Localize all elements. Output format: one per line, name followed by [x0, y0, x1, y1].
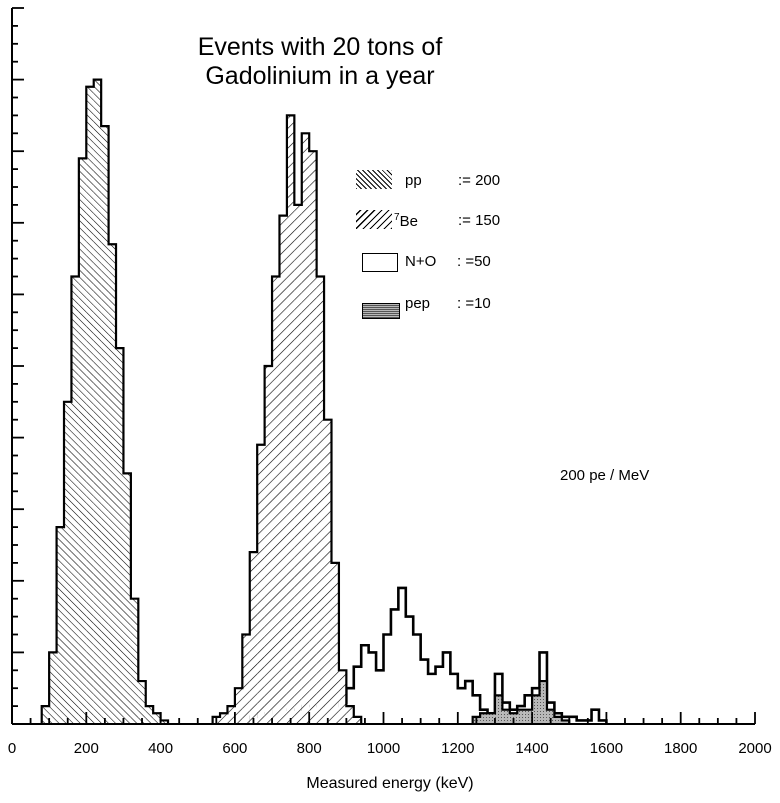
bar-7be	[324, 420, 331, 724]
bar-pp	[86, 87, 93, 724]
legend-label-7be-text: Be	[400, 213, 418, 230]
x-tick-label: 2000	[738, 740, 771, 757]
bar-7be	[287, 115, 294, 724]
bar-pep	[480, 713, 487, 724]
bar-7be	[279, 216, 286, 724]
legend-label-pep: pep	[405, 295, 430, 312]
bar-pep	[488, 713, 495, 724]
bar-7be	[227, 706, 234, 724]
x-tick-label: 400	[148, 740, 173, 757]
x-tick-label: 0	[8, 740, 16, 757]
legend-swatch-n-o	[362, 253, 398, 272]
bar-7be	[302, 133, 309, 724]
bar-pep	[525, 710, 532, 724]
bar-pp	[146, 706, 153, 724]
scale-annotation: 200 pe / MeV	[560, 467, 649, 484]
legend-swatch-7be	[356, 210, 392, 229]
x-tick-label: 1400	[515, 740, 548, 757]
x-tick-label: 800	[297, 740, 322, 757]
histogram-bars	[42, 80, 607, 724]
chart-title-line-1: Events with 20 tons of	[60, 33, 580, 61]
bar-pp	[153, 713, 160, 724]
bar-7be	[272, 277, 279, 725]
bar-pp	[64, 402, 71, 724]
bar-pp	[42, 706, 49, 724]
bar-7be	[242, 635, 249, 725]
bar-7be	[346, 706, 353, 724]
bar-pp	[57, 527, 64, 724]
bar-pp	[123, 473, 130, 724]
bar-7be	[257, 445, 264, 724]
bar-pp	[94, 80, 101, 724]
bar-pp	[138, 681, 145, 724]
x-tick-label: 600	[222, 740, 247, 757]
legend-label-pp: pp	[405, 172, 422, 189]
bar-7be	[235, 688, 242, 724]
bar-pep	[540, 681, 547, 724]
legend-swatch-pep	[362, 303, 400, 319]
bar-pp	[79, 158, 86, 724]
legend-value-pep: : =10	[457, 295, 491, 312]
legend-value-pp: := 200	[458, 172, 500, 189]
x-tick-label: 200	[74, 740, 99, 757]
bar-pep	[517, 710, 524, 724]
bar-7be	[309, 151, 316, 724]
x-tick-label: 1600	[590, 740, 623, 757]
bar-7be	[220, 713, 227, 724]
legend-label-7be: 7Be	[394, 212, 418, 230]
legend-value-7be: := 150	[458, 212, 500, 229]
bar-pp	[131, 599, 138, 724]
bar-pp	[116, 348, 123, 724]
x-tick-label: 1200	[441, 740, 474, 757]
bar-7be	[339, 670, 346, 724]
bar-pp	[109, 244, 116, 724]
bar-pp	[101, 126, 108, 724]
series-7be	[213, 115, 362, 724]
bar-pep	[502, 710, 509, 724]
series-pp	[42, 80, 168, 724]
legend-swatch-pp	[356, 170, 392, 189]
legend-value-n-o: : =50	[457, 253, 491, 270]
bar-7be	[331, 563, 338, 724]
bar-pp	[71, 277, 78, 725]
bar-pep	[495, 695, 502, 724]
bar-pp	[49, 652, 56, 724]
x-tick-label: 1800	[664, 740, 697, 757]
x-tick-label: 1000	[367, 740, 400, 757]
bar-7be	[265, 366, 272, 724]
chart-title-line-2: Gadolinium in a year	[60, 62, 580, 90]
x-axis-label: Measured energy (keV)	[0, 775, 780, 793]
bar-7be	[294, 205, 301, 724]
bar-pep	[532, 695, 539, 724]
bar-7be	[250, 552, 257, 724]
bar-7be	[317, 277, 324, 725]
x-tick-labels: 0 200 400 600 800 1000 1200 1400 1600 1800 2000	[8, 740, 772, 757]
legend-label-n-o: N+O	[405, 253, 436, 270]
